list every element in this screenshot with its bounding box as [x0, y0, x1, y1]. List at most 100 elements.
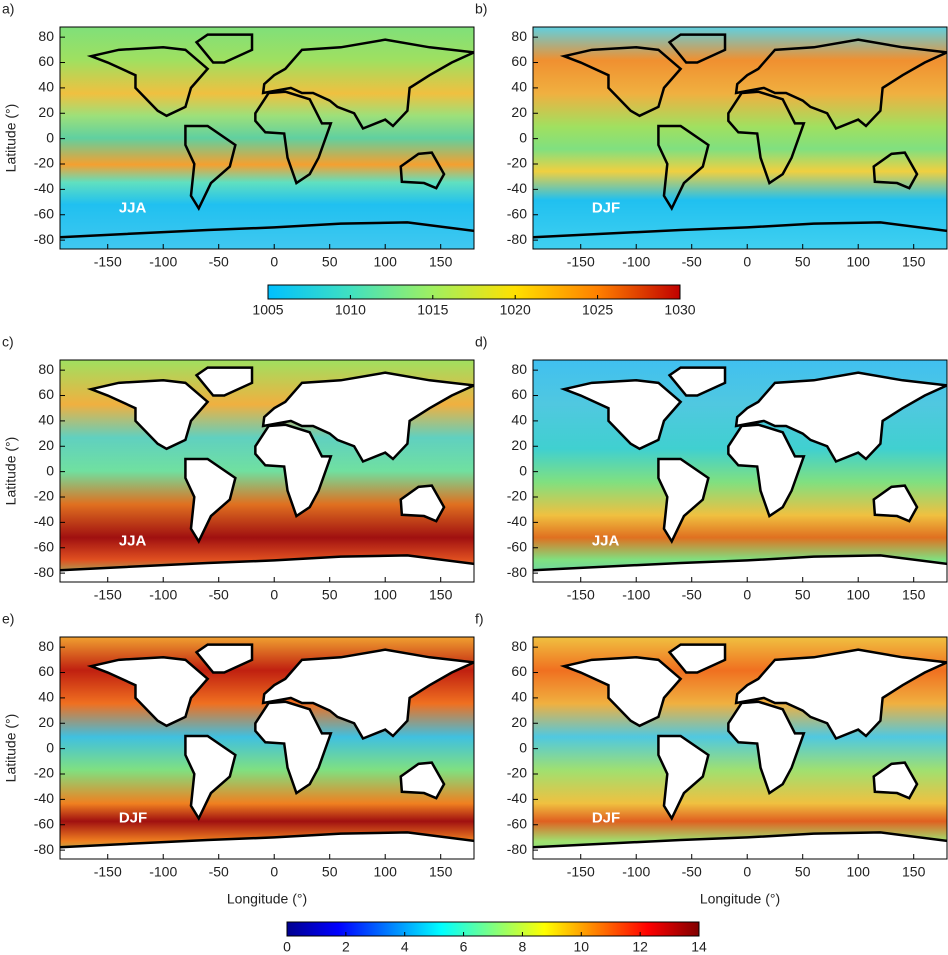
coastline [727, 90, 806, 185]
y-tick-label: 80 [38, 361, 54, 377]
x-tick-label: 150 [902, 864, 926, 880]
y-tick-label: -60 [507, 538, 527, 554]
coastline [727, 700, 806, 795]
y-tick-label: 0 [519, 129, 527, 145]
coastline [261, 648, 474, 741]
y-tick-label: 0 [519, 739, 527, 755]
x-tick-label: -50 [209, 587, 229, 603]
land-layer [60, 643, 474, 859]
y-tick-label: -20 [34, 765, 54, 781]
coastline [559, 656, 683, 728]
x-tick-label: 100 [847, 587, 871, 603]
panel-label: f) [475, 611, 484, 627]
axes-frame [532, 636, 948, 860]
x-tick-label: -150 [94, 864, 122, 880]
panel-label: e) [2, 611, 14, 627]
y-tick-label: 40 [38, 79, 54, 95]
colorbar-tick-label: 1025 [582, 302, 613, 318]
coastline [559, 379, 683, 451]
x-tick-label: 150 [902, 254, 926, 270]
coastline [872, 151, 919, 190]
panel-label: b) [475, 1, 487, 17]
x-tick-label: -100 [622, 864, 650, 880]
colorbar-tick-label: 4 [401, 939, 409, 955]
y-tick-label: -40 [507, 790, 527, 806]
axes-frame [59, 636, 475, 860]
y-tick-label: 20 [38, 104, 54, 120]
x-tick-label: -150 [94, 254, 122, 270]
y-tick-label: 0 [46, 462, 54, 478]
y-tick-label: 40 [38, 412, 54, 428]
y-tick-label: -20 [507, 155, 527, 171]
season-label: DJF [119, 809, 147, 826]
y-tick-label: -20 [507, 765, 527, 781]
colorbar-tick-label: 1015 [417, 302, 448, 318]
y-tick-label: -60 [34, 205, 54, 221]
coastline [667, 33, 727, 64]
colorbar-tick-label: 6 [460, 939, 468, 955]
y-tick-label: -80 [507, 564, 527, 580]
x-tick-label: 100 [374, 864, 398, 880]
land-layer [533, 366, 947, 582]
x-tick-label: -50 [209, 864, 229, 880]
coastline [184, 124, 237, 212]
y-tick-label: -40 [34, 180, 54, 196]
x-tick-label: -150 [567, 254, 595, 270]
coastline [734, 371, 947, 464]
coastline [872, 484, 919, 523]
y-tick-label: -80 [507, 841, 527, 857]
panel-label: c) [2, 334, 14, 350]
x-tick-label: 50 [322, 254, 338, 270]
coastline [399, 484, 446, 523]
colorbar-tick-label: 1020 [500, 302, 531, 318]
x-tick-label: -100 [149, 254, 177, 270]
colorbar [267, 284, 681, 300]
land-layer [60, 366, 474, 582]
y-axis-label: Latitude (°) [3, 437, 19, 506]
y-tick-label: 60 [511, 53, 527, 69]
coastline [559, 46, 683, 118]
coastline [399, 151, 446, 190]
x-tick-label: 100 [847, 864, 871, 880]
x-tick-label: -50 [209, 254, 229, 270]
y-tick-label: -20 [34, 488, 54, 504]
coastline [734, 38, 947, 131]
season-label: JJA [592, 532, 620, 549]
y-tick-label: -40 [507, 513, 527, 529]
y-tick-label: -40 [34, 513, 54, 529]
x-tick-label: 50 [795, 587, 811, 603]
coastline [872, 761, 919, 800]
coastline [86, 379, 210, 451]
x-tick-label: 100 [374, 254, 398, 270]
y-tick-label: 40 [38, 689, 54, 705]
colorbar-tick-label: 1030 [664, 302, 695, 318]
x-tick-label: 0 [270, 864, 278, 880]
y-tick-label: -80 [34, 841, 54, 857]
panel-label: d) [475, 334, 487, 350]
y-tick-label: 20 [511, 104, 527, 120]
y-tick-label: 0 [519, 462, 527, 478]
y-tick-label: 60 [511, 386, 527, 402]
y-tick-label: 80 [511, 638, 527, 654]
map-background [60, 27, 474, 249]
x-tick-label: 0 [270, 587, 278, 603]
x-tick-label: -150 [567, 864, 595, 880]
y-tick-label: 40 [511, 79, 527, 95]
colorbar-tick-label: 0 [283, 939, 291, 955]
coastline [184, 734, 237, 822]
x-axis-label: Longitude (°) [227, 891, 307, 907]
y-tick-label: 0 [46, 129, 54, 145]
x-tick-label: -100 [149, 587, 177, 603]
x-tick-label: -150 [94, 587, 122, 603]
axes-frame [532, 26, 948, 250]
colorbar [286, 921, 700, 937]
coastline [734, 648, 947, 741]
x-tick-label: 50 [795, 254, 811, 270]
y-tick-label: 60 [38, 663, 54, 679]
coastline [86, 656, 210, 728]
y-tick-label: -60 [34, 538, 54, 554]
y-tick-label: 20 [38, 714, 54, 730]
y-tick-label: -60 [34, 815, 54, 831]
coastline [657, 124, 710, 212]
